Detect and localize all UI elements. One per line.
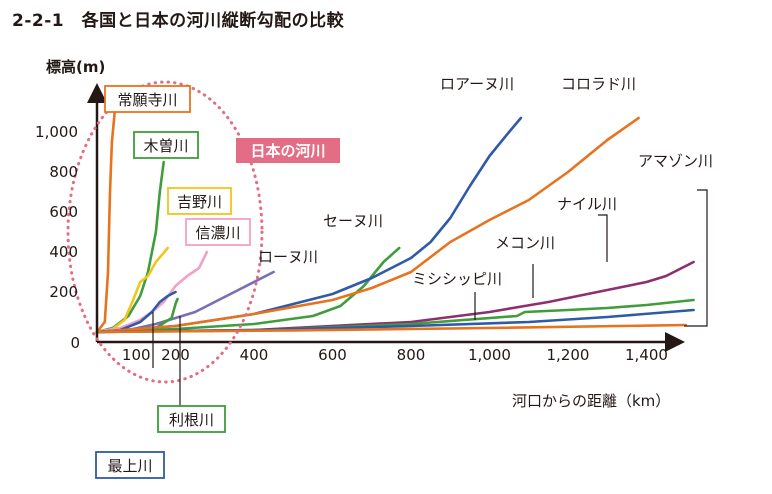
label-mekong: メコン川 <box>495 234 555 252</box>
x-tick-label: 200 <box>161 346 190 364</box>
label-yoshino: 吉野川 <box>177 193 222 211</box>
series-colorado-line <box>95 116 640 334</box>
label-loire: ロアーヌ川 <box>440 75 514 93</box>
x-tick-label: 1,000 <box>468 346 511 364</box>
label-shinano: 信濃川 <box>195 224 240 242</box>
label-colorado: コロラド川 <box>561 75 636 93</box>
y-tick-label: 600 <box>49 203 78 221</box>
page-title: 2-2-1 各国と日本の河川縦断勾配の比較 <box>12 11 345 31</box>
y-tick-label: 800 <box>49 163 78 181</box>
x-tick-label: 1,200 <box>547 346 590 364</box>
label-rhone: ローヌ川 <box>258 248 318 266</box>
x-tick-label: 1,400 <box>625 346 668 364</box>
y-tick-label: 1,000 <box>35 123 78 141</box>
label-mogami: 最上川 <box>107 457 152 475</box>
series-yoshino-line <box>95 246 169 334</box>
label-box-joganji <box>104 85 191 113</box>
series-shinano-line <box>95 250 209 334</box>
label-tone: 利根川 <box>169 411 214 429</box>
label-box-shinano <box>185 218 251 246</box>
label-kiso: 木曽川 <box>143 137 188 155</box>
label-leader-line <box>598 214 608 262</box>
label-seine: セーヌ川 <box>323 212 383 230</box>
label-box-mogami <box>95 451 165 479</box>
japan-rivers-highlight <box>66 80 264 384</box>
x-tick-label: 800 <box>397 346 426 364</box>
label-box-kiso <box>133 131 199 159</box>
label-joganji: 常願寺川 <box>117 91 177 109</box>
series-mississippi-line <box>95 260 695 334</box>
series-seine-line <box>95 246 401 334</box>
label-amazon: アマゾン川 <box>638 152 713 170</box>
x-tick-label: 100 <box>122 346 151 364</box>
y-tick-label: 400 <box>49 243 78 261</box>
y-tick-label: 0 <box>70 334 80 352</box>
series-joganji-line <box>95 110 116 334</box>
series-rhone-line <box>95 270 275 334</box>
x-tick-label: 400 <box>240 346 269 364</box>
x-tick-label: 600 <box>318 346 347 364</box>
label-box-yoshino <box>167 187 232 215</box>
x-axis-label: 河口からの距離（km） <box>512 392 670 410</box>
y-axis-label: 標高(m) <box>46 58 105 76</box>
japan-rivers-badge-label: 日本の河川 <box>250 142 325 160</box>
series-amazon-line <box>95 323 688 334</box>
label-nile: ナイル川 <box>557 195 617 213</box>
y-tick-label: 200 <box>49 283 78 301</box>
label-mississippi: ミシシッピ川 <box>412 270 502 288</box>
label-leader-line <box>684 189 708 327</box>
label-box-tone <box>157 405 226 433</box>
japan-rivers-badge <box>236 138 340 163</box>
